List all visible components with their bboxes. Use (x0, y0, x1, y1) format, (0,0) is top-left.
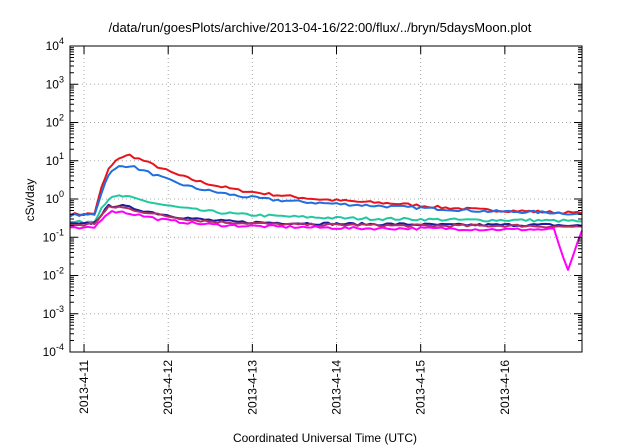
x-tick-label: 2013-4-12 (161, 360, 175, 415)
x-tick-label: 2013-4-15 (414, 360, 428, 415)
y-tick-label: 100 (46, 189, 64, 206)
y-tick-label: 102 (46, 113, 64, 130)
y-tick-base: 10 (43, 269, 57, 283)
y-tick-exponent: -4 (56, 342, 64, 352)
y-tick-label: 101 (46, 151, 64, 168)
y-tick-exponent: 0 (59, 189, 64, 199)
y-tick-base: 10 (43, 345, 57, 359)
y-tick-exponent: -2 (56, 266, 64, 276)
y-tick-base: 10 (46, 116, 60, 130)
y-tick-exponent: -1 (56, 227, 64, 237)
y-tick-label: 104 (46, 36, 64, 53)
x-axis-ticks: 2013-4-11 2013-4-12 2013-4-13 2013-4-14 2013… (77, 46, 512, 415)
y-tick-exponent: -3 (56, 304, 64, 314)
y-tick-base: 10 (43, 307, 57, 321)
series-line-5 (69, 205, 583, 229)
x-tick-label: 2013-4-16 (498, 360, 512, 415)
y-tick-base: 10 (46, 192, 60, 206)
y-tick-label: 10-1 (43, 227, 64, 244)
y-tick-exponent: 2 (59, 113, 64, 123)
x-tick-label: 2013-4-11 (77, 360, 91, 414)
x-tick-label: 2013-4-13 (245, 360, 259, 415)
series-line-4 (69, 203, 583, 228)
y-tick-base: 10 (46, 154, 60, 168)
series-line-3 (69, 194, 582, 225)
y-tick-base: 10 (46, 39, 60, 53)
x-tick-label: 2013-4-14 (330, 360, 344, 415)
series-lines (69, 153, 583, 271)
y-axis-label: cSv/day (23, 179, 37, 222)
y-tick-label: 103 (46, 74, 64, 91)
series-line-6 (69, 210, 583, 271)
y-tick-exponent: 1 (59, 151, 64, 161)
series-line-2 (69, 165, 583, 218)
chart-title: /data/run/goesPlots/archive/2013-04-16/2… (109, 20, 532, 35)
y-tick-exponent: 4 (59, 36, 64, 46)
x-axis-label: Coordinated Universal Time (UTC) (233, 431, 417, 445)
y-tick-label: 10-2 (43, 266, 64, 283)
y-tick-exponent: 3 (59, 74, 64, 84)
y-tick-base: 10 (43, 230, 57, 244)
y-tick-base: 10 (46, 77, 60, 91)
y-tick-label: 10-3 (43, 304, 64, 321)
y-tick-label: 10-4 (43, 342, 64, 359)
